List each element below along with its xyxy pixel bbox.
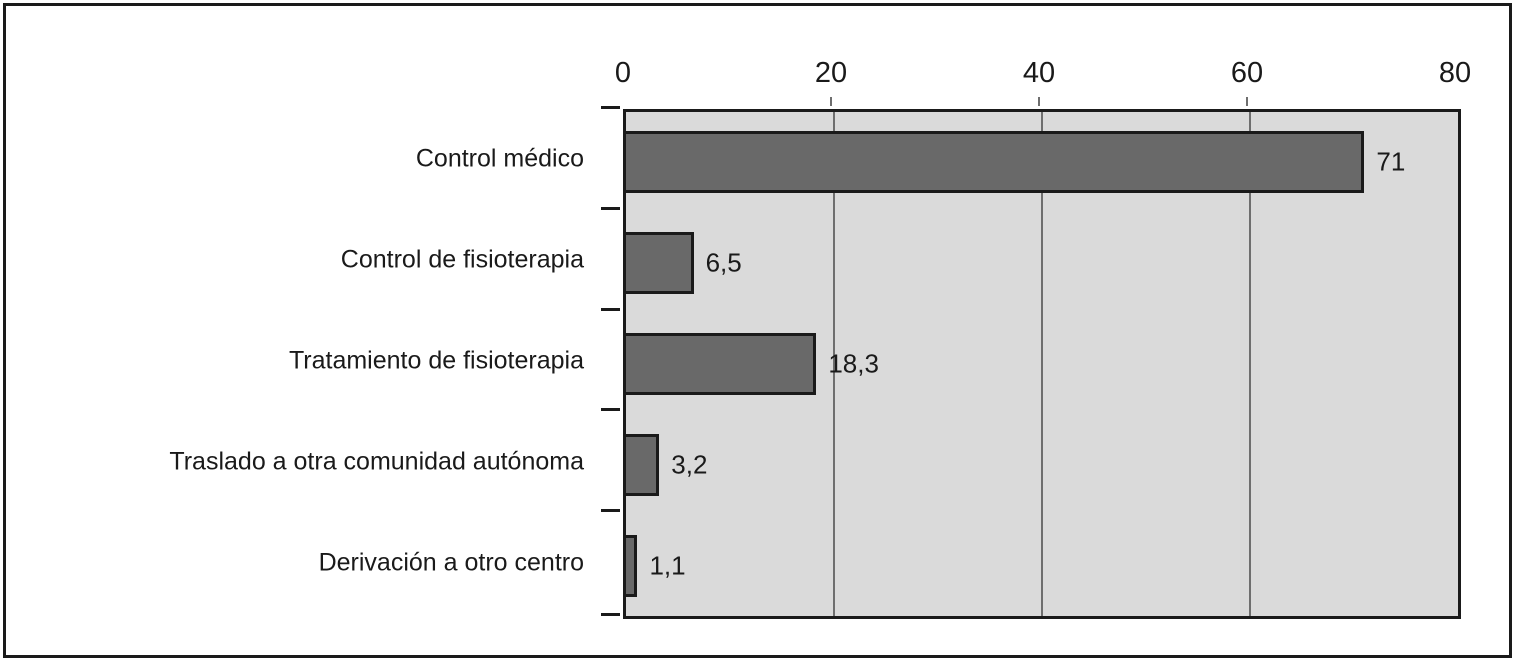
x-tick-label: 60 — [1230, 57, 1264, 89]
bar-0 — [626, 131, 1365, 194]
gridline — [1041, 112, 1043, 616]
x-tick-label: 0 — [614, 57, 632, 89]
y-axis-tick — [601, 307, 620, 311]
value-label: 3,2 — [671, 449, 708, 480]
plot-area: 71 6,5 18,3 3,2 1,1 — [623, 109, 1461, 619]
value-label: 1,1 — [649, 550, 686, 581]
bar-4 — [626, 534, 638, 597]
y-axis-tick — [601, 613, 620, 616]
x-tick-label: 20 — [814, 57, 848, 89]
y-axis-tick — [601, 106, 620, 109]
x-axis-tick — [1038, 97, 1040, 106]
value-label: 71 — [1376, 146, 1406, 177]
figure-frame: 0 20 40 60 80 Control médico Control de fisio… — [3, 3, 1512, 658]
y-axis-tick — [601, 509, 620, 513]
category-label: Tratamiento de fisioterapia — [288, 346, 584, 375]
bar-3 — [626, 433, 660, 496]
gridline — [833, 112, 835, 616]
value-label: 6,5 — [705, 247, 742, 278]
bar-2 — [626, 333, 817, 395]
value-label: 18,3 — [828, 348, 879, 379]
x-axis-tick — [830, 97, 832, 106]
category-label: Derivación a otro centro — [318, 548, 584, 577]
x-tick-label: 80 — [1438, 57, 1472, 89]
bar-1 — [626, 232, 694, 295]
category-label: Traslado a otra comunidad autónoma — [169, 447, 584, 476]
x-axis-tick — [1246, 97, 1248, 106]
category-label: Control médico — [415, 144, 584, 173]
category-label: Control de fisioterapia — [340, 245, 584, 274]
y-axis-tick — [601, 206, 620, 210]
y-axis-tick — [601, 408, 620, 412]
gridline — [1249, 112, 1251, 616]
x-tick-label: 40 — [1022, 57, 1056, 89]
